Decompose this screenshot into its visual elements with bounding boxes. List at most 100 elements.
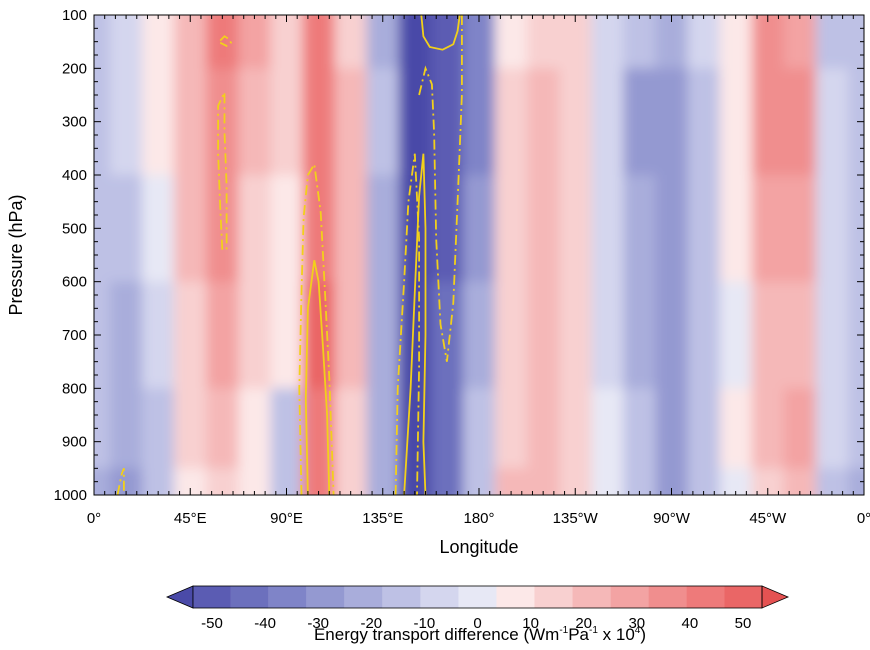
colorbar-segment: [724, 586, 762, 608]
colorbar-frame: [192, 585, 763, 609]
field-cell: [334, 15, 368, 69]
field-cell: [206, 68, 239, 176]
field-cell: [238, 388, 271, 469]
field-cell: [751, 15, 785, 69]
field-cell: [527, 15, 560, 69]
field-cell: [783, 68, 817, 176]
contour-solid: [420, 15, 461, 51]
colorbar-tick-label: 50: [735, 615, 752, 632]
x-tick-label: 45°W: [749, 510, 787, 527]
field-cell: [334, 468, 368, 495]
x-axis: 0° 45°E 90°E 135°E 180° 135°W 90°W 45°W 0°: [87, 15, 870, 527]
field-cell: [463, 388, 496, 469]
field-cell: [366, 68, 400, 176]
field-cell: [623, 175, 656, 283]
field-cell: [430, 388, 464, 469]
field-cell: [687, 281, 721, 389]
colorbar-segment: [496, 586, 535, 608]
field-cell: [463, 281, 496, 389]
field-cell: [751, 468, 785, 495]
field-cell: [495, 15, 528, 69]
colorbar-tick-label: -10: [414, 615, 436, 632]
field-cell: [815, 468, 849, 495]
field-cell: [270, 68, 304, 176]
field-cell: [206, 388, 239, 469]
field-cell: [623, 281, 656, 389]
field-cell: [142, 468, 175, 495]
field-cell: [687, 15, 721, 69]
field-cell: [495, 68, 528, 176]
field-cell: [751, 281, 785, 389]
field-cell: [94, 175, 111, 283]
field-cell: [655, 175, 689, 283]
field-cell: [94, 281, 111, 389]
contour-dashdot: [219, 35, 233, 47]
field-cell: [110, 468, 143, 495]
field-cell: [527, 468, 560, 495]
field-cell: [687, 175, 721, 283]
colorbar-segment: [572, 586, 611, 608]
colorbar-segment: [534, 586, 573, 608]
field-cell: [366, 175, 400, 283]
field-cell: [366, 468, 400, 495]
field-cell: [719, 388, 753, 469]
y-tick-label: 900: [62, 434, 87, 451]
field-cell: [527, 68, 560, 176]
field-cell: [94, 15, 111, 69]
colorbar-tick-label: -50: [201, 615, 223, 632]
colorbar-segment: [344, 586, 383, 608]
x-tick-label: 90°E: [270, 510, 303, 527]
field-cell: [527, 175, 560, 283]
field-cell: [655, 388, 689, 469]
colorbar-title: Energy transport difference (Wm-1Pa-1 x …: [314, 625, 646, 644]
field-cell: [238, 175, 271, 283]
x-tick-label: 0°: [857, 510, 870, 527]
field-cell: [94, 388, 111, 469]
field-cell: [815, 175, 849, 283]
field-cell: [655, 281, 689, 389]
colorbar-extend-low: [165, 585, 194, 609]
colorbar-segment: [382, 586, 421, 608]
y-axis-title: Pressure (hPa): [6, 194, 26, 315]
x-tick-label: 45°E: [174, 510, 207, 527]
field-cell: [94, 468, 111, 495]
contour-dashdot: [217, 91, 228, 250]
field-cell: [302, 15, 336, 69]
field-cell: [270, 388, 304, 469]
field-cell: [848, 388, 864, 469]
contour-solid: [403, 153, 427, 495]
field-cell: [270, 468, 304, 495]
field-cell: [687, 388, 721, 469]
contour-field: [94, 15, 864, 495]
y-tick-label: 400: [62, 167, 87, 184]
colorbar-segment: [230, 586, 269, 608]
field-cell: [463, 15, 496, 69]
field-cell: [719, 281, 753, 389]
field-cell: [174, 468, 207, 495]
colorbar-tick-label: 20: [575, 615, 592, 632]
field-cell: [815, 281, 849, 389]
field-cell: [687, 68, 721, 176]
field-cell: [430, 281, 464, 389]
y-tick-label: 300: [62, 114, 87, 131]
x-tick-label: 180°: [463, 510, 494, 527]
colorbar: -50 -40 -30 -20 -10 0 10 20 30 40 50: [165, 585, 790, 632]
field-cell: [751, 388, 785, 469]
plot-area: [94, 15, 864, 495]
field-cell: [334, 281, 368, 389]
field-cell: [591, 68, 624, 176]
field-cell: [174, 15, 207, 69]
field-cell: [719, 68, 753, 176]
field-cell: [206, 15, 239, 69]
y-tick-label: 200: [62, 60, 87, 77]
field-cell: [591, 388, 624, 469]
field-cell: [719, 468, 753, 495]
field-cell: [559, 281, 592, 389]
field-cell: [783, 15, 817, 69]
field-cell: [751, 175, 785, 283]
field-cell: [206, 281, 239, 389]
field-cell: [366, 388, 400, 469]
x-tick-label: 135°E: [362, 510, 403, 527]
field-cell: [110, 68, 143, 176]
